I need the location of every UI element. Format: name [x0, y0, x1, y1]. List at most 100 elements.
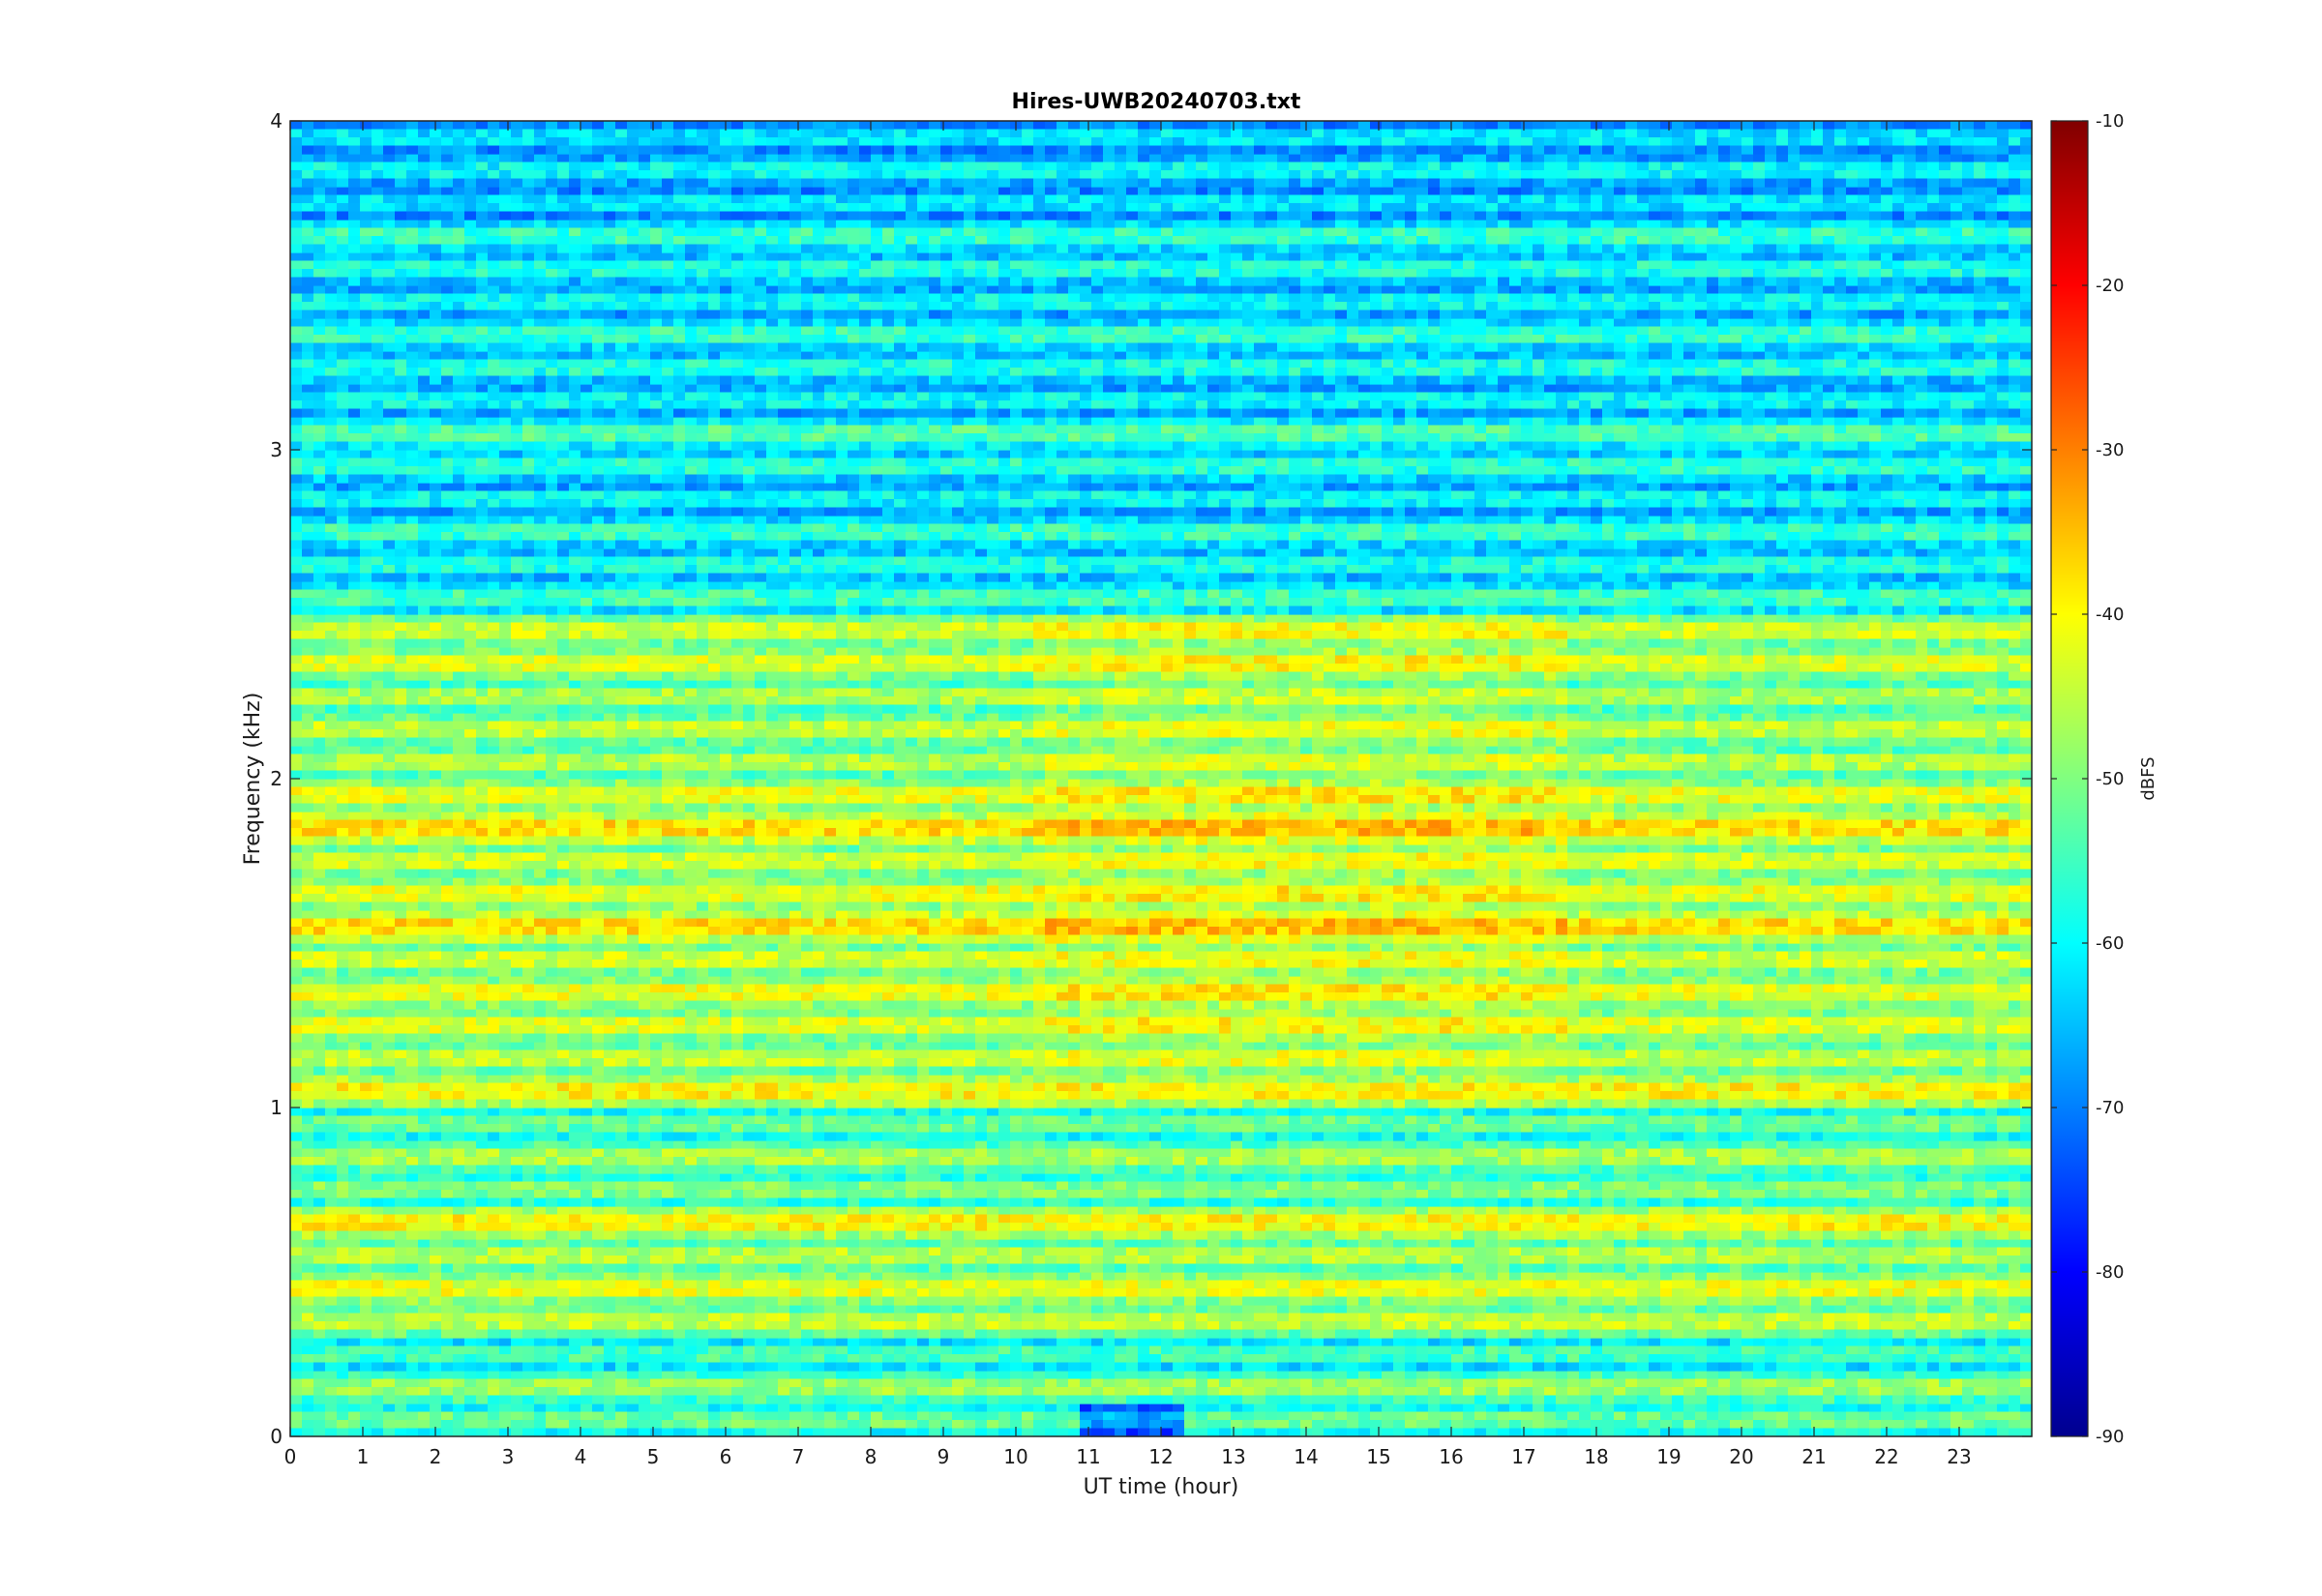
heatmap-cell: [313, 1248, 326, 1256]
heatmap-cell: [1927, 1256, 1940, 1264]
heatmap-cell: [1080, 1198, 1092, 1207]
heatmap-cell: [534, 1198, 547, 1207]
heatmap-cell: [1730, 1305, 1742, 1314]
heatmap-cell: [441, 1420, 454, 1429]
heatmap-cell: [1335, 1297, 1348, 1306]
heatmap-cell: [348, 1281, 361, 1289]
heatmap-cell: [1091, 1231, 1104, 1240]
heatmap-cell: [1730, 1387, 1742, 1396]
heatmap-cell: [662, 1396, 674, 1404]
heatmap-cell: [1080, 1288, 1092, 1297]
heatmap-cell: [488, 1429, 500, 1437]
heatmap-cell: [952, 1140, 965, 1149]
heatmap-cell: [1324, 1198, 1336, 1207]
heatmap-cell: [1695, 1173, 1708, 1182]
heatmap-cell: [1939, 1215, 1951, 1224]
heatmap-cell: [557, 1281, 570, 1289]
heatmap-cell: [1509, 1314, 1522, 1322]
heatmap-cell: [406, 1404, 419, 1412]
heatmap-cell: [1498, 1140, 1510, 1149]
heatmap-cell: [418, 1305, 431, 1314]
heatmap-cell: [1289, 1387, 1301, 1396]
heatmap-cell: [824, 1379, 837, 1388]
heatmap-cell: [1765, 1363, 1777, 1372]
heatmap-cell: [1231, 1371, 1243, 1379]
heatmap-cell: [998, 1215, 1011, 1224]
heatmap-cell: [1927, 1363, 1940, 1372]
heatmap-cell: [1277, 1314, 1290, 1322]
heatmap-cell: [917, 1371, 930, 1379]
heatmap-cell: [975, 1264, 988, 1273]
heatmap-cell: [1416, 1338, 1429, 1346]
heatmap-cell: [1567, 1173, 1580, 1182]
heatmap-cell: [940, 1239, 953, 1248]
heatmap-cell: [441, 1321, 454, 1330]
heatmap-cell: [1683, 1223, 1696, 1231]
heatmap-cell: [604, 1346, 616, 1355]
heatmap-cell: [1057, 1215, 1069, 1224]
heatmap-cell: [2020, 1231, 2033, 1240]
heatmap-cell: [1196, 1396, 1208, 1404]
heatmap-cell: [395, 1379, 407, 1388]
heatmap-cell: [1080, 1371, 1092, 1379]
heatmap-cell: [859, 1412, 872, 1421]
heatmap-cell: [848, 1314, 860, 1322]
heatmap-cell: [1393, 1256, 1406, 1264]
heatmap-cell: [743, 1190, 756, 1198]
heatmap-cell: [1277, 1387, 1290, 1396]
heatmap-cell: [1834, 1215, 1847, 1224]
heatmap-cell: [720, 1272, 732, 1281]
heatmap-cell: [1556, 1429, 1568, 1437]
heatmap-cell: [801, 1206, 814, 1215]
heatmap-cell: [1440, 1264, 1452, 1273]
heatmap-cell: [1834, 1346, 1847, 1355]
heatmap-cell: [418, 1363, 431, 1372]
heatmap-cell: [1161, 1330, 1174, 1339]
heatmap-cell: [848, 1248, 860, 1256]
heatmap-cell: [1057, 1264, 1069, 1273]
heatmap-cell: [1231, 1215, 1243, 1224]
heatmap-cell: [406, 1387, 419, 1396]
heatmap-cell: [1625, 1256, 1638, 1264]
heatmap-cell: [2020, 1305, 2033, 1314]
heatmap-cell: [778, 1281, 790, 1289]
heatmap-cell: [1347, 1173, 1359, 1182]
heatmap-cell: [1637, 1404, 1650, 1412]
heatmap-cell: [1718, 1264, 1731, 1273]
heatmap-cell: [789, 1321, 802, 1330]
heatmap-cell: [1950, 1429, 1963, 1437]
heatmap-cell: [1416, 1371, 1429, 1379]
heatmap-cell: [372, 1264, 384, 1273]
heatmap-cell: [1997, 1231, 2009, 1240]
heatmap-cell: [1834, 1412, 1847, 1421]
heatmap-cell: [1997, 1239, 2009, 1248]
heatmap-cell: [731, 1379, 744, 1388]
heatmap-cell: [325, 1305, 338, 1314]
heatmap-cell: [1579, 1206, 1592, 1215]
heatmap-cell: [1509, 1190, 1522, 1198]
heatmap-cell: [894, 1379, 907, 1388]
heatmap-cell: [546, 1264, 558, 1273]
heatmap-cell: [534, 1305, 547, 1314]
heatmap-cell: [1660, 1190, 1673, 1198]
heatmap-cell: [1010, 1190, 1023, 1198]
heatmap-cell: [1080, 1396, 1092, 1404]
heatmap-cell: [1405, 1281, 1417, 1289]
heatmap-cell: [1474, 1264, 1487, 1273]
heatmap-cell: [1207, 1190, 1220, 1198]
heatmap-cell: [511, 1281, 523, 1289]
heatmap-cell: [1846, 1173, 1859, 1182]
heatmap-cell: [685, 1190, 698, 1198]
heatmap-cell: [360, 1288, 372, 1297]
heatmap-cell: [1405, 1404, 1417, 1412]
heatmap-cell: [337, 1404, 349, 1412]
heatmap-cell: [987, 1412, 999, 1421]
heatmap-cell: [1707, 1321, 1719, 1330]
heatmap-cell: [766, 1231, 779, 1240]
heatmap-cell: [511, 1215, 523, 1224]
heatmap-cell: [731, 1412, 744, 1421]
heatmap-cell: [313, 1379, 326, 1388]
heatmap-cell: [1904, 1412, 1917, 1421]
heatmap-cell: [708, 1429, 721, 1437]
heatmap-cell: [1753, 1198, 1766, 1207]
